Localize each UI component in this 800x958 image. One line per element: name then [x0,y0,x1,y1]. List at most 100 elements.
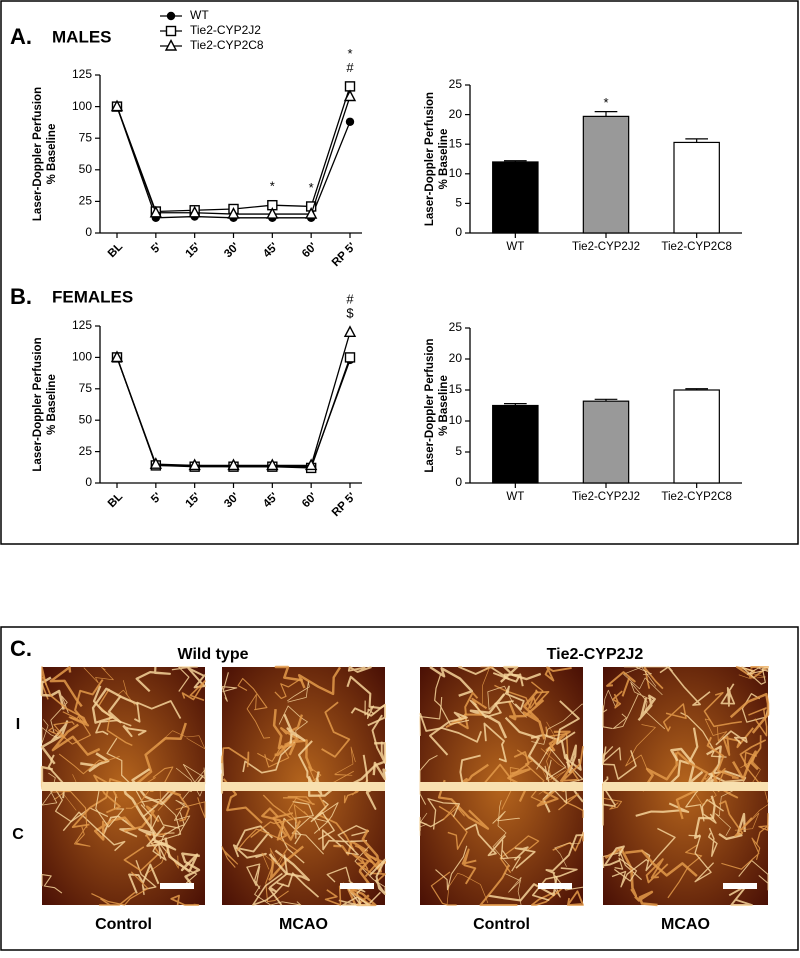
vessel [419,696,443,736]
y-tick-label: 25 [79,194,93,208]
vessel [720,683,736,707]
y-axis-label: Laser-Doppler Perfusion [424,338,436,472]
y-tick-label: 15 [449,382,463,396]
vessel [662,703,687,732]
y-tick-label: 125 [72,318,92,332]
vessel [741,666,769,685]
vessel [704,718,728,742]
vessel [731,750,759,781]
vessel [40,676,65,710]
x-tick-label: WT [506,491,524,503]
vessel [480,666,494,704]
vessel [351,853,386,882]
vessel [278,705,308,739]
vessel [559,745,584,783]
vessel [261,847,289,870]
vessel [283,795,315,805]
vessel [152,842,167,861]
vessel [369,858,386,895]
x-tick-label: 5' [149,241,164,256]
vessel [364,700,375,719]
annotation: $ [346,306,354,321]
vessel [287,681,310,703]
legend-label: WT [190,8,209,22]
vessel [40,720,69,765]
vessel [667,844,703,899]
series-line [116,332,351,467]
vessel [531,703,584,745]
vessel [313,802,339,831]
vessel [124,805,160,833]
vessel [706,736,739,779]
annotation: * [603,95,608,110]
vessel [288,796,309,824]
vessel [479,864,518,906]
y-tick-label: 0 [85,225,92,239]
vessel [483,722,507,763]
vessel [317,794,355,851]
vessel [91,687,139,724]
vessel [242,741,296,774]
vessel [274,678,301,699]
vessel [419,712,482,743]
vessel [308,766,354,787]
error-bar [685,138,708,143]
vessel [74,824,91,847]
vessel [187,667,206,689]
vessel [135,859,157,896]
error-bar [594,111,618,117]
vessel [102,815,138,838]
vessel [668,727,699,786]
marker [110,350,124,363]
row-label: I [16,716,20,733]
marker [227,207,240,219]
vessel [701,799,724,824]
vessel [611,858,649,888]
y-tick-label: 25 [449,77,463,91]
vessel [280,714,303,746]
midline-vessel [420,782,583,791]
vessel [694,795,716,839]
vessel [131,722,187,789]
series-line [116,86,351,213]
midline-vessel [42,782,205,791]
vessel [371,714,386,764]
y-tick-label: 100 [72,350,92,364]
y-tick-label: 50 [79,412,93,426]
annotation: * [309,180,314,195]
vessel [670,747,704,785]
annotation: * [270,179,275,194]
vessel [83,666,114,684]
vessel [603,845,625,867]
scale-bar [160,883,194,889]
y-tick-label: 75 [79,381,93,395]
x-tick-label: 30' [222,241,242,261]
angiogram-image [40,666,206,906]
vessel [268,849,310,882]
vessel [173,799,191,836]
vessel [138,828,171,848]
vessel [429,711,468,756]
vessel [272,812,294,841]
vessel [246,693,271,739]
vessel [634,890,658,907]
vessel [71,778,127,828]
y-tick-label: 5 [455,444,462,458]
vessel [291,816,329,855]
condition-label: MCAO [661,916,710,933]
x-tick-label: WT [506,241,524,253]
vessel [434,674,470,725]
vessel [341,741,387,790]
y-tick-label: 0 [455,225,462,239]
vessel [181,680,206,701]
vessel [157,730,206,750]
marker [165,25,177,37]
midline-vessel [603,782,768,791]
marker [345,117,355,126]
bar [582,400,630,484]
vessel [52,785,109,823]
vessel [274,665,303,682]
panel-label: B. [10,284,32,309]
vessel [567,890,584,906]
vessel [612,690,623,709]
